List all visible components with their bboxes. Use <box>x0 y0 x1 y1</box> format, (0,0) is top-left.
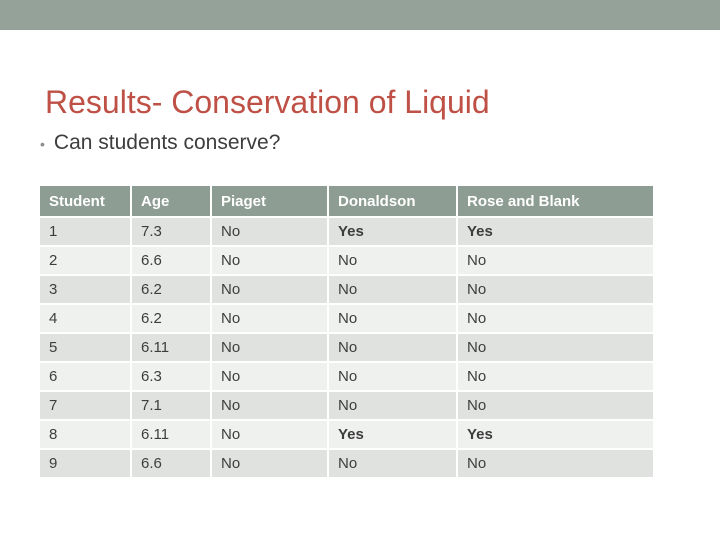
table-cell: No <box>458 392 653 421</box>
table-body: 1 7.3 No Yes Yes 2 6.6 No No No 3 6.2 No No No 4 6.2 No No… <box>40 218 653 479</box>
table-cell: 6 <box>40 363 132 392</box>
table-cell: Yes <box>458 218 653 247</box>
table-cell: No <box>458 363 653 392</box>
table-cell: 7.1 <box>132 392 212 421</box>
table-cell: No <box>329 305 458 334</box>
table-row: 5 6.11 No No No <box>40 334 653 363</box>
table-cell: Yes <box>329 218 458 247</box>
table-cell: 9 <box>40 450 132 479</box>
table-row: 9 6.6 No No No <box>40 450 653 479</box>
table-cell: 5 <box>40 334 132 363</box>
table-cell: No <box>458 247 653 276</box>
results-table: Student Age Piaget Donaldson Rose and Blank … <box>40 186 653 479</box>
table-cell: 2 <box>40 247 132 276</box>
top-accent-band <box>0 0 720 30</box>
table-cell: No <box>329 392 458 421</box>
table-cell: No <box>329 334 458 363</box>
table-cell: No <box>212 218 329 247</box>
table-cell: 6.6 <box>132 450 212 479</box>
table-cell: No <box>212 392 329 421</box>
table-cell: 4 <box>40 305 132 334</box>
table-cell: No <box>329 363 458 392</box>
table-cell: No <box>212 276 329 305</box>
table-cell: 1 <box>40 218 132 247</box>
table-cell: No <box>212 363 329 392</box>
table-cell: 6.3 <box>132 363 212 392</box>
table-cell: 6.6 <box>132 247 212 276</box>
page-title: Results- Conservation of Liquid <box>45 84 490 121</box>
table-header-cell: Donaldson <box>329 186 458 218</box>
table-cell: 7 <box>40 392 132 421</box>
bullet-item: • Can students conserve? <box>40 131 280 155</box>
table-cell: No <box>458 334 653 363</box>
table-header-cell: Rose and Blank <box>458 186 653 218</box>
table-cell: No <box>212 247 329 276</box>
table-row: 2 6.6 No No No <box>40 247 653 276</box>
table-row: 6 6.3 No No No <box>40 363 653 392</box>
table-row: 7 7.1 No No No <box>40 392 653 421</box>
table-cell: No <box>212 305 329 334</box>
table-cell: 6.11 <box>132 334 212 363</box>
table-cell: 6.2 <box>132 305 212 334</box>
table-cell: No <box>458 450 653 479</box>
table-cell: 6.11 <box>132 421 212 450</box>
table-header-cell: Piaget <box>212 186 329 218</box>
table-cell: No <box>458 305 653 334</box>
table-cell: 7.3 <box>132 218 212 247</box>
table-cell: 3 <box>40 276 132 305</box>
bullet-dot-icon: • <box>40 136 45 152</box>
table-cell: No <box>329 276 458 305</box>
bullet-text: Can students conserve? <box>53 131 281 154</box>
table-header-cell: Student <box>40 186 132 218</box>
table-row: 8 6.11 No Yes Yes <box>40 421 653 450</box>
table-cell: 8 <box>40 421 132 450</box>
table-cell: Yes <box>329 421 458 450</box>
table-header-cell: Age <box>132 186 212 218</box>
table-cell: 6.2 <box>132 276 212 305</box>
table-row: 1 7.3 No Yes Yes <box>40 218 653 247</box>
table-cell: No <box>458 276 653 305</box>
table-cell: No <box>212 421 329 450</box>
table-row: 4 6.2 No No No <box>40 305 653 334</box>
table-cell: No <box>329 450 458 479</box>
table-cell: Yes <box>458 421 653 450</box>
table-header-row: Student Age Piaget Donaldson Rose and Blank <box>40 186 653 218</box>
table-cell: No <box>212 334 329 363</box>
table-cell: No <box>329 247 458 276</box>
table-row: 3 6.2 No No No <box>40 276 653 305</box>
table-cell: No <box>212 450 329 479</box>
